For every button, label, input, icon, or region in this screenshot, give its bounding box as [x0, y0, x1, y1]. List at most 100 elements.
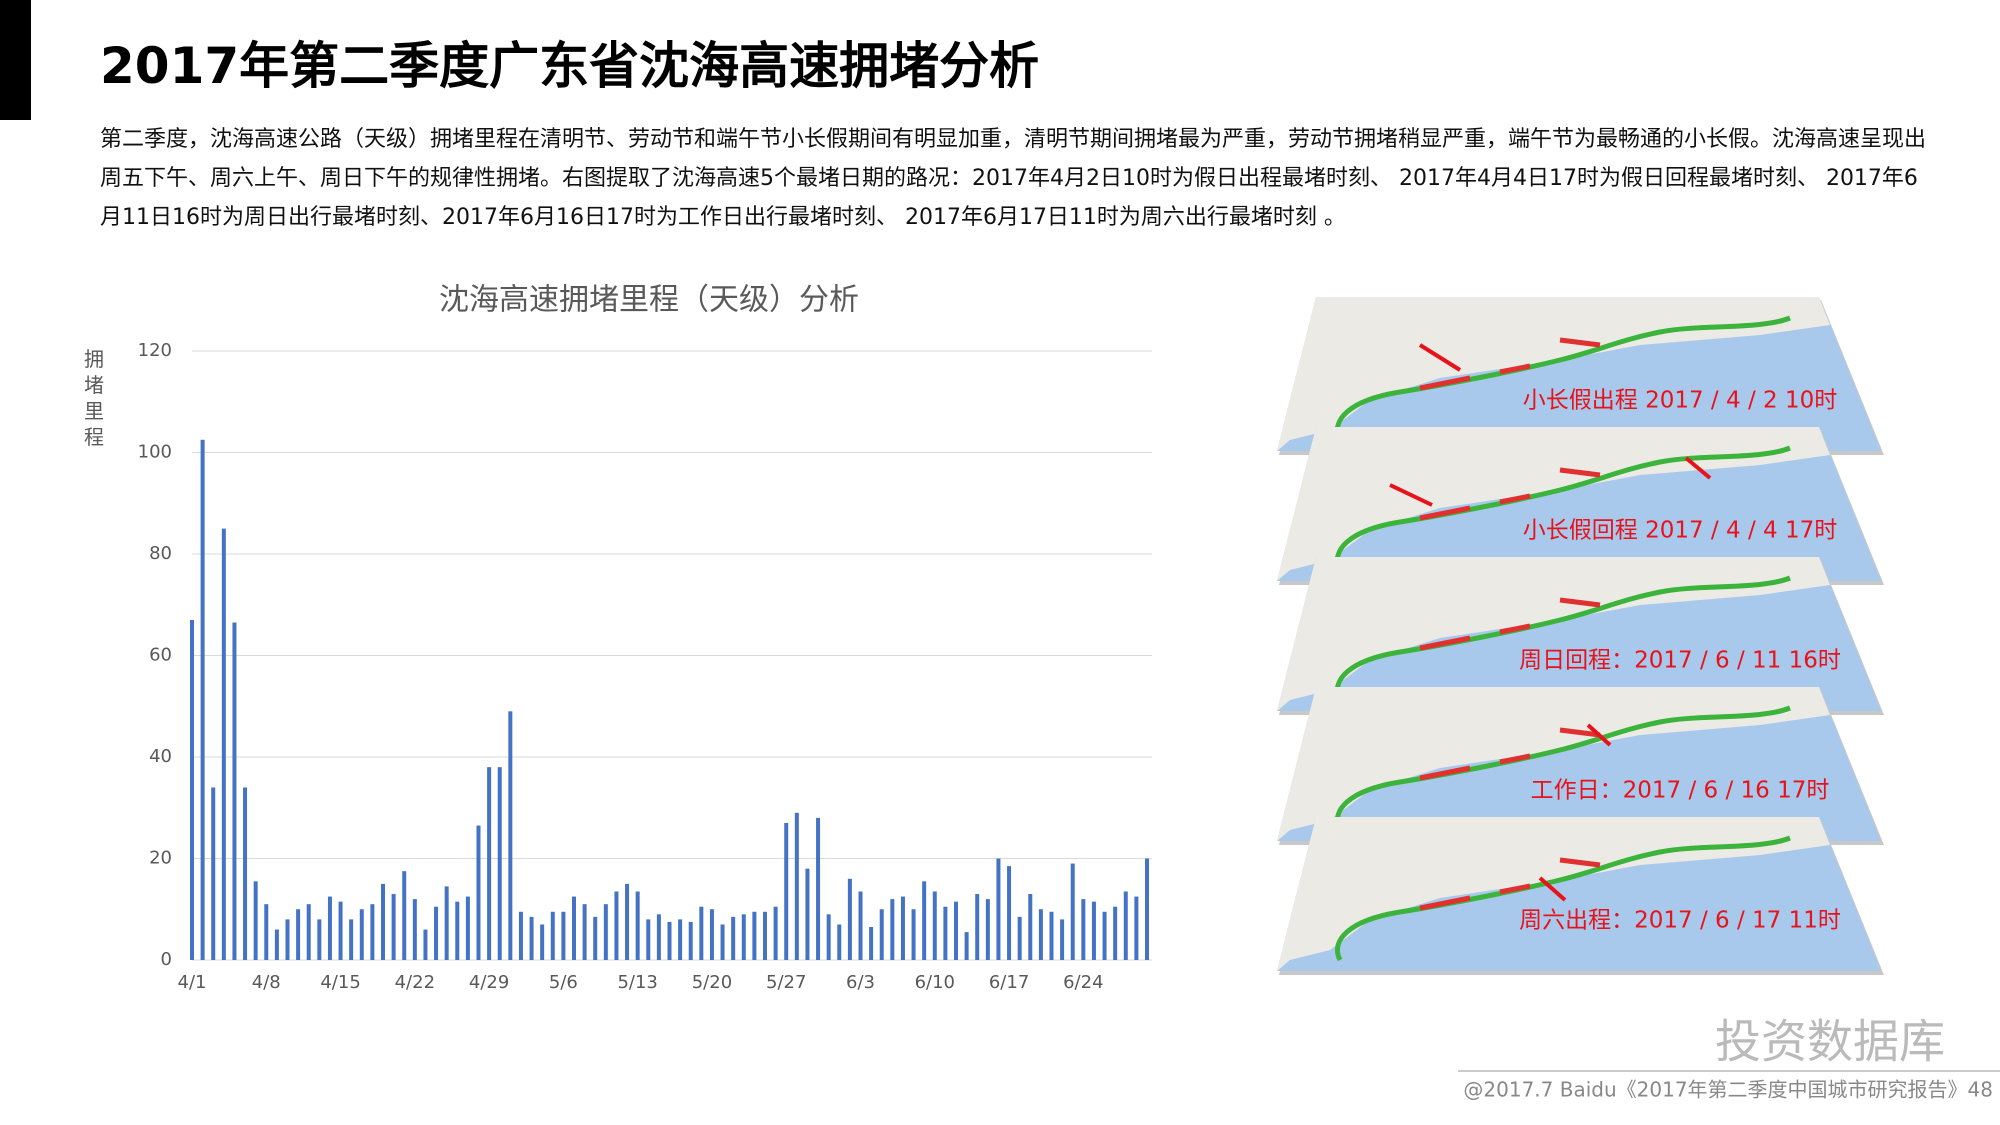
map-layer: 周日回程：2017 / 6 / 11 16时: [1277, 557, 1884, 715]
bar: [285, 919, 290, 960]
bar: [1081, 899, 1086, 960]
bar: [465, 896, 470, 960]
x-tick-label: 5/6: [549, 972, 578, 993]
y-tick-label: 20: [149, 848, 172, 869]
y-tick-label: 40: [149, 746, 172, 767]
map-land: [1277, 427, 1830, 581]
bar: [370, 904, 375, 960]
bar: [1091, 901, 1096, 960]
highway: [1335, 705, 1791, 832]
congestion: [1419, 857, 1601, 911]
bar: [306, 904, 311, 960]
bar: [954, 901, 958, 960]
x-tick-label: 6/17: [989, 972, 1029, 993]
x-tick-label: 6/24: [1063, 972, 1103, 993]
bar: [784, 822, 789, 960]
footer-source: @2017.7 Baidu《2017年第二季度中国城市研究报告》48: [1463, 1078, 1993, 1102]
bar: [911, 909, 916, 960]
bar: [402, 871, 407, 960]
bar: [646, 919, 651, 960]
map-layer: 小长假回程 2017 / 4 / 4 17时: [1277, 427, 1884, 585]
bar: [540, 924, 545, 960]
bar: [243, 787, 248, 960]
page-title: 2017年第二季度广东省沈海高速拥堵分析: [100, 37, 1040, 95]
bar: [296, 909, 301, 960]
bar: [922, 881, 927, 960]
chart-title: 沈海高速拥堵里程（天级）分析: [439, 283, 859, 318]
bar: [603, 904, 608, 960]
bar: [688, 921, 693, 960]
bar: [932, 891, 937, 960]
arrow: [1389, 483, 1433, 507]
map-land: [1277, 817, 1830, 971]
x-tick-label: 6/10: [915, 972, 955, 993]
bar: [1145, 858, 1149, 960]
bar: [625, 883, 630, 960]
bar: [837, 924, 842, 960]
arrow: [1684, 456, 1712, 480]
bar: [518, 911, 523, 960]
bar: [211, 787, 216, 960]
bar: [232, 622, 237, 960]
bar: [741, 914, 746, 960]
congestion: [1419, 727, 1601, 781]
map-layer: 小长假出程 2017 / 4 / 2 10时: [1277, 297, 1884, 455]
congestion: [1419, 597, 1601, 651]
bar: [508, 711, 513, 960]
bar: [561, 911, 566, 960]
bar: [667, 921, 672, 960]
bar: [1113, 906, 1118, 960]
x-tick-label: 4/8: [252, 972, 281, 993]
bar: [794, 812, 799, 960]
bar: [423, 929, 428, 960]
y-axis-label: 拥堵里程: [84, 347, 104, 449]
bar: [253, 881, 258, 960]
bar: [656, 914, 661, 960]
map-label: 小长假出程 2017 / 4 / 2 10时: [1523, 388, 1837, 414]
bar: [752, 911, 757, 960]
bar: [731, 916, 736, 960]
arrow: [1418, 343, 1462, 372]
arrow: [1586, 723, 1612, 747]
bar: [190, 619, 194, 960]
bar: [476, 825, 481, 960]
bar: [497, 767, 502, 960]
bar: [412, 899, 417, 960]
bar: [720, 924, 725, 960]
map-land: [1277, 297, 1830, 451]
bar: [635, 891, 640, 960]
bar: [975, 894, 980, 960]
x-tick-label: 5/13: [617, 972, 657, 993]
y-tick-label: 80: [149, 543, 172, 564]
bar: [1007, 866, 1012, 960]
bar: [1028, 894, 1033, 960]
bar: [1060, 919, 1065, 960]
bar: [487, 767, 492, 960]
bar: [274, 929, 279, 960]
bar: [1123, 891, 1128, 960]
x-tick-label: 5/27: [766, 972, 806, 993]
map-land: [1277, 687, 1830, 841]
bar: [816, 817, 821, 960]
bar: [943, 906, 948, 960]
bar: [847, 878, 852, 960]
watermark: 投资数据库: [1715, 1015, 1945, 1069]
y-tick-label: 0: [161, 949, 172, 970]
bar: [359, 909, 364, 960]
paragraph: 第二季度，沈海高速公路（天级）拥堵里程在清明节、劳动节和端午节小长假期间有明显加…: [100, 127, 1927, 230]
bar: [1049, 911, 1054, 960]
bar: [221, 528, 226, 960]
map-layer: 周六出程：2017 / 6 / 17 11时: [1277, 817, 1884, 975]
bar: [381, 883, 385, 960]
y-tick-label: 100: [138, 442, 172, 463]
bar: [338, 901, 343, 960]
bar: [391, 894, 396, 960]
bar: [264, 904, 269, 960]
x-tick-label: 4/22: [395, 972, 435, 993]
bar: [890, 899, 895, 960]
y-tick-label: 120: [138, 340, 172, 361]
bar: [593, 916, 598, 960]
accent-bar: [0, 0, 31, 120]
